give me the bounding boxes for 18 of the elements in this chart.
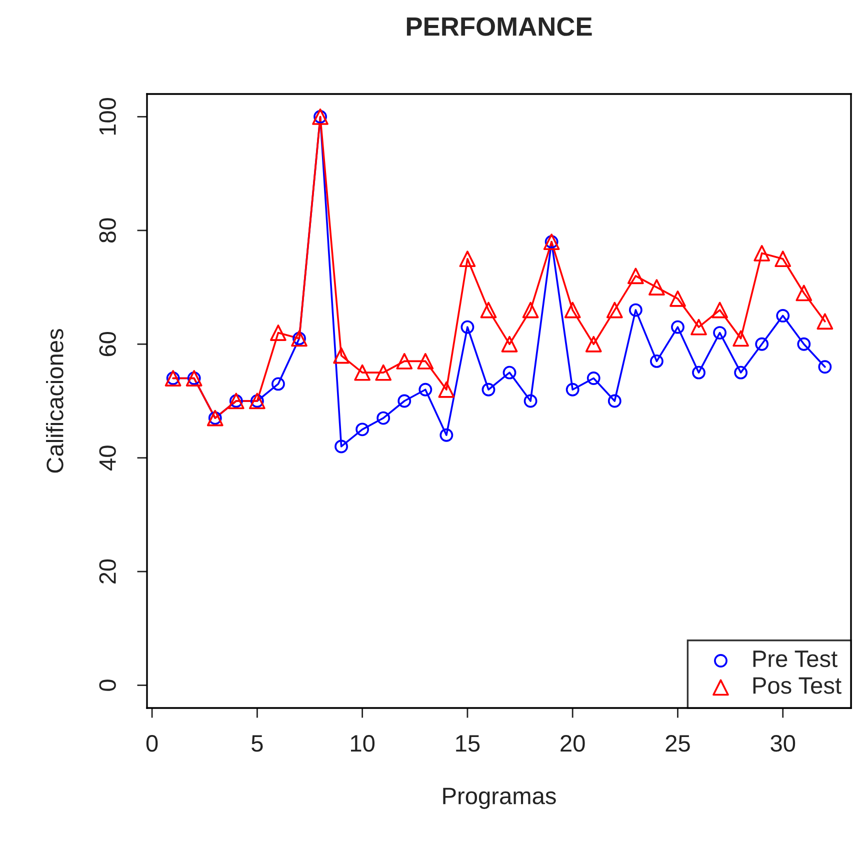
y-tick-label: 20 (99, 559, 116, 584)
x-tick-label: 10 (350, 735, 375, 752)
x-tick-label: 5 (252, 735, 263, 752)
y-tick-label: 40 (99, 446, 116, 470)
legend-label: Pos Test (753, 677, 842, 694)
y-tick-label: 100 (99, 98, 116, 135)
x-tick-label: 20 (560, 735, 585, 752)
x-axis-title: Programas (443, 788, 556, 809)
y-tick-label: 0 (99, 680, 116, 691)
x-tick-label: 0 (146, 735, 158, 752)
x-tick-label: 30 (770, 735, 796, 752)
y-tick-label: 80 (99, 218, 116, 243)
y-tick-label: 60 (99, 332, 116, 356)
chart-title: PERFOMANCE (406, 17, 592, 36)
x-tick-label: 15 (456, 735, 480, 752)
y-axis-title: Calificaciones (46, 329, 64, 473)
legend-label: Pre Test (753, 650, 838, 668)
x-tick-label: 25 (666, 735, 690, 752)
